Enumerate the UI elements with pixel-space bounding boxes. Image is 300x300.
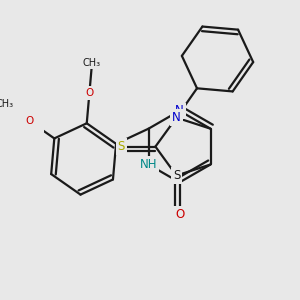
Text: S: S [173, 169, 180, 182]
Text: O: O [175, 208, 184, 221]
Text: CH₃: CH₃ [0, 98, 14, 109]
Text: O: O [25, 116, 34, 126]
Text: N: N [172, 111, 181, 124]
Text: CH₃: CH₃ [83, 58, 101, 68]
Text: NH: NH [140, 158, 157, 171]
Text: S: S [118, 140, 125, 153]
Text: N: N [175, 104, 184, 117]
Text: O: O [85, 88, 94, 98]
